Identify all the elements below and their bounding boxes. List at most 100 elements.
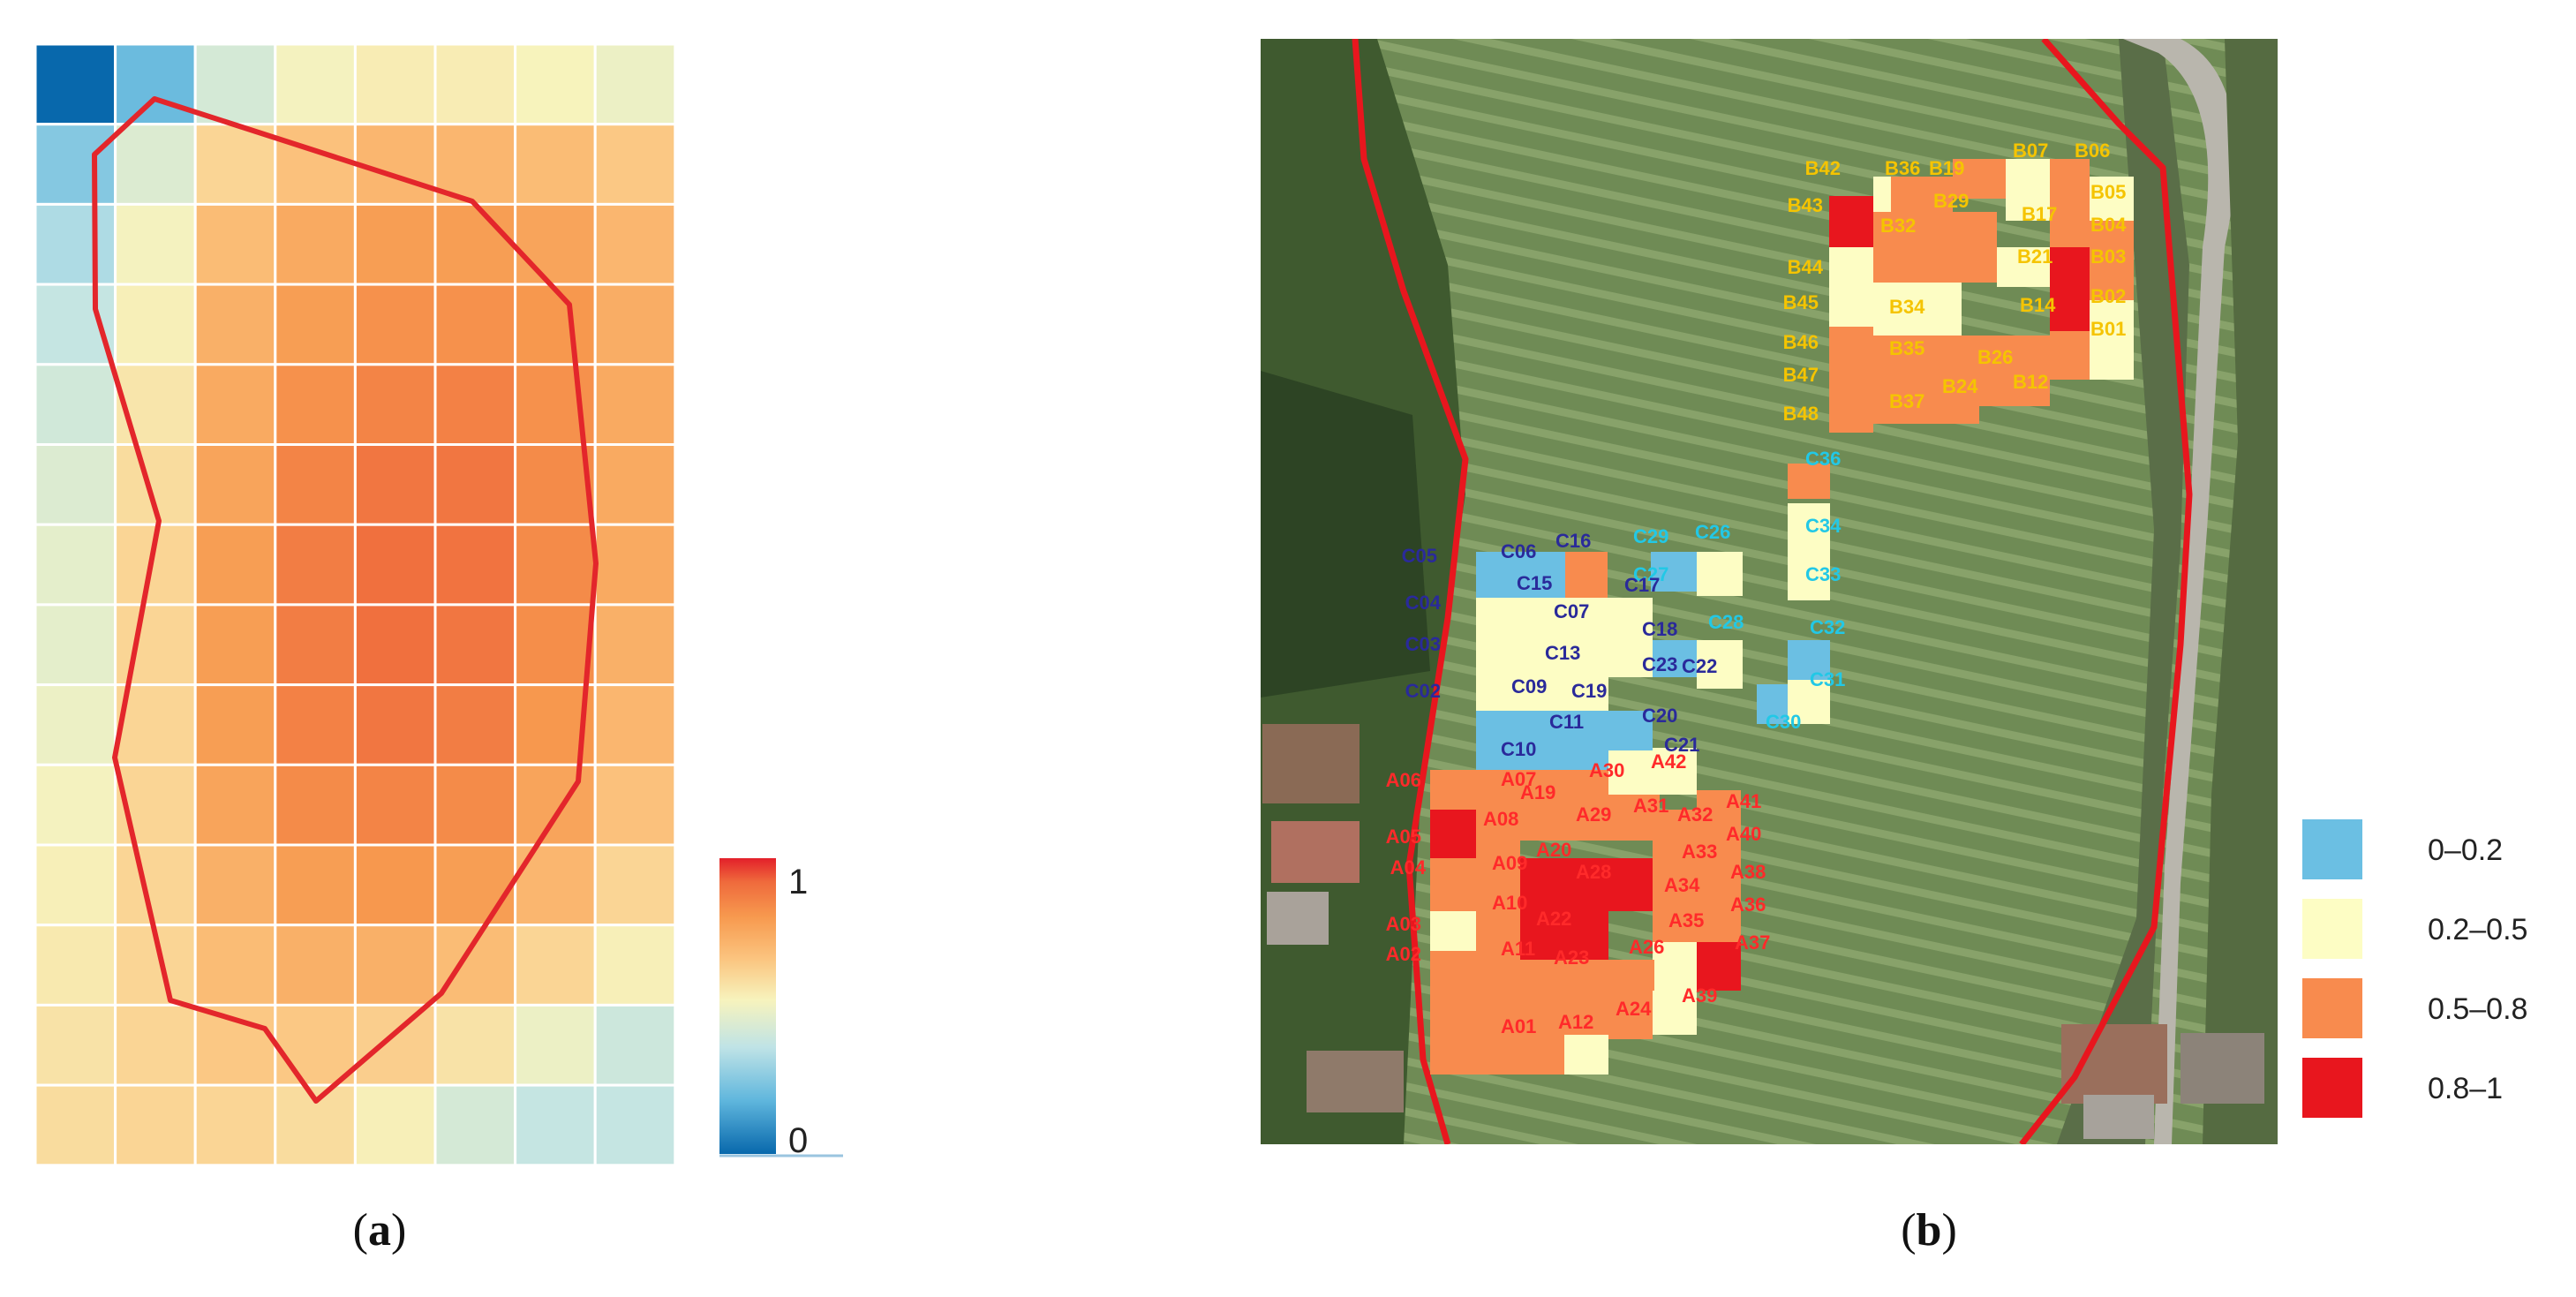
- heatmap-cell: [114, 1003, 197, 1087]
- heatmap-cell: [353, 1003, 437, 1087]
- plot-label-c26: C26: [1695, 521, 1730, 543]
- heatmap-cell: [193, 843, 277, 927]
- heatmap-cell: [593, 363, 677, 446]
- legend-label-1: 0.2–0.5: [2428, 913, 2527, 946]
- plot-label-a06: A06: [1386, 769, 1421, 791]
- heatmap-cell: [193, 42, 277, 126]
- plot-label-c10: C10: [1501, 738, 1536, 760]
- plot-label-c23: C23: [1642, 653, 1677, 675]
- heatmap-cell: [353, 42, 437, 126]
- heatmap-cell: [433, 202, 517, 286]
- plot-label-c21: C21: [1664, 734, 1699, 756]
- heatmap-cell: [274, 363, 357, 446]
- heatmap-cell: [193, 924, 277, 1007]
- plot-label-b03: B03: [2090, 245, 2126, 268]
- heatmap-cell: [274, 924, 357, 1007]
- plot-cell-a37: [1697, 942, 1741, 991]
- heatmap-cell: [514, 924, 597, 1007]
- heatmap-cell: [34, 924, 117, 1007]
- plot-cell-b01: [2090, 336, 2134, 380]
- heatmap-cell: [433, 603, 517, 687]
- plot-label-a39: A39: [1682, 984, 1717, 1007]
- plot-label-a41: A41: [1726, 790, 1761, 812]
- plot-cell-c34: [1788, 503, 1830, 556]
- plot-label-a37: A37: [1735, 931, 1770, 954]
- plot-label-a04: A04: [1390, 856, 1427, 878]
- plot-label-b01: B01: [2090, 318, 2126, 340]
- plot-label-a09: A09: [1492, 852, 1527, 874]
- heatmap-cell: [193, 763, 277, 847]
- heatmap-cell: [433, 363, 517, 446]
- plot-cell-c26: [1697, 552, 1743, 596]
- plot-label-b17: B17: [2022, 203, 2057, 225]
- heatmap-cell: [274, 523, 357, 607]
- colorbar: [719, 858, 776, 1154]
- plot-label-b19: B19: [1929, 157, 1964, 179]
- plot-cell-b32: [1873, 212, 1997, 283]
- plot-label-c15: C15: [1517, 572, 1552, 594]
- heatmap-cell: [593, 683, 677, 766]
- heatmap-cell: [193, 603, 277, 687]
- plot-label-a38: A38: [1730, 861, 1766, 883]
- plot-cell-c31: [1788, 680, 1830, 724]
- heatmap-cell: [593, 202, 677, 286]
- plot-cell-a42: [1608, 750, 1697, 795]
- plot-label-c30: C30: [1766, 711, 1801, 733]
- heatmap-cell: [353, 763, 437, 847]
- legend-swatch-3: [2302, 1058, 2362, 1118]
- plot-label-b48: B48: [1783, 403, 1819, 425]
- heatmap-cell: [34, 363, 117, 446]
- heatmap-cell: [593, 1003, 677, 1087]
- heatmap-cell: [433, 763, 517, 847]
- heatmap-cell: [274, 202, 357, 286]
- plot-label-b47: B47: [1783, 364, 1819, 386]
- plot-label-c20: C20: [1642, 705, 1677, 727]
- plot-label-a30: A30: [1589, 759, 1624, 781]
- plot-cell-b05: [2090, 177, 2134, 221]
- plot-label-b14: B14: [2020, 294, 2056, 316]
- plot-label-a26: A26: [1629, 936, 1664, 958]
- heatmap-cell: [193, 523, 277, 607]
- plot-label-a05: A05: [1386, 826, 1421, 848]
- plot-label-b46: B46: [1783, 331, 1819, 353]
- plot-label-b43: B43: [1788, 194, 1823, 216]
- heatmap-cell: [114, 123, 197, 206]
- plot-label-a12: A12: [1558, 1011, 1593, 1033]
- heatmap-cell: [593, 42, 677, 126]
- plot-cell-c19: [1547, 711, 1653, 733]
- heatmap-cell: [34, 843, 117, 927]
- plot-cell-a26: [1608, 960, 1654, 995]
- heatmap-cell: [114, 283, 197, 366]
- plot-label-c11: C11: [1549, 711, 1584, 733]
- heatmap-grid: [34, 42, 677, 1167]
- heatmap-cell: [274, 443, 357, 526]
- plot-label-a24: A24: [1616, 998, 1652, 1020]
- plot-cell-b34: [1873, 283, 1962, 336]
- plot-label-a22: A22: [1536, 908, 1571, 930]
- plot-label-c18: C18: [1642, 618, 1677, 640]
- plot-label-c17: C17: [1624, 574, 1660, 596]
- plot-label-a42: A42: [1651, 750, 1686, 773]
- heatmap-cell: [514, 603, 597, 687]
- plot-cell-c32: [1788, 640, 1830, 680]
- plot-label-a10: A10: [1492, 892, 1527, 914]
- plot-label-b44: B44: [1788, 256, 1824, 278]
- plot-cell-a28: [1564, 858, 1653, 911]
- plot-label-b37: B37: [1889, 390, 1924, 412]
- heatmap-cell: [34, 523, 117, 607]
- panel-b-map: B42 B36 B19 B07 B06 B43 B32 B29 B17 B05 B04 B44 B21 B…: [1261, 39, 2527, 1256]
- plot-label-b04: B04: [2090, 214, 2127, 236]
- plot-label-a33: A33: [1682, 841, 1717, 863]
- heatmap-cell: [353, 443, 437, 526]
- plot-label-c16: C16: [1555, 530, 1591, 552]
- plot-label-c02: C02: [1405, 680, 1441, 702]
- heatmap-cell: [593, 603, 677, 687]
- legend-swatch-0: [2302, 819, 2362, 879]
- heatmap-cell: [593, 523, 677, 607]
- plot-cell-b02: [2090, 300, 2134, 336]
- heatmap-cell: [514, 1083, 597, 1167]
- plot-label-c09: C09: [1511, 675, 1547, 698]
- plot-label-b12: B12: [2013, 371, 2048, 393]
- heatmap-cell: [353, 1083, 437, 1167]
- heatmap-cell: [514, 1003, 597, 1087]
